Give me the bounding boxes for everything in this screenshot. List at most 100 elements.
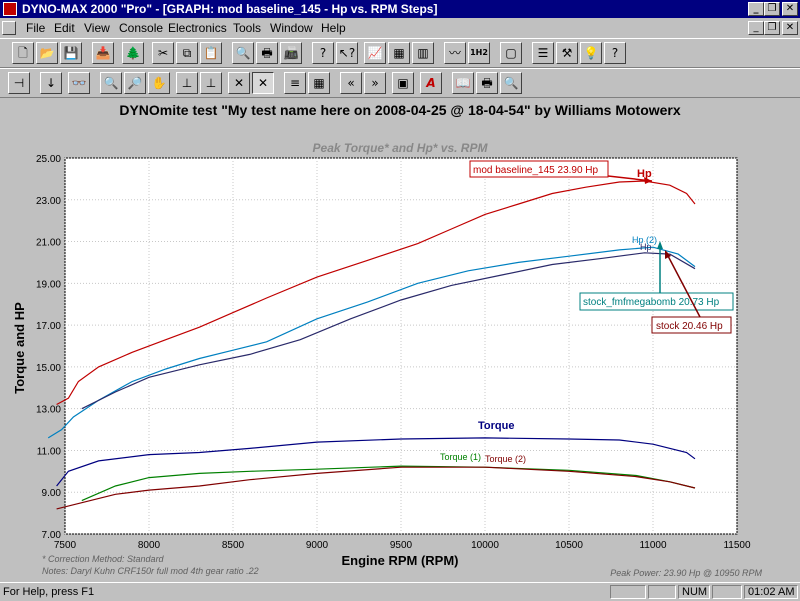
callout-box-mod-baseline[interactable]	[469, 160, 609, 178]
status-panel-2	[648, 585, 676, 599]
import-icon[interactable]: 📥	[92, 42, 114, 64]
menu-file[interactable]: File	[26, 21, 46, 35]
help-question-icon[interactable]: ?	[312, 42, 334, 64]
preview-graph-icon[interactable]: 🔍	[500, 72, 522, 94]
new-file-icon[interactable]: 🗋	[12, 42, 34, 64]
doc-minimize-button[interactable]: _	[748, 21, 764, 35]
x-tick-label: 10000	[471, 540, 499, 551]
open-folder-icon[interactable]: 📂	[36, 42, 58, 64]
print-icon[interactable]: 🖶	[256, 42, 278, 64]
pin-icon[interactable]: ⊣	[8, 72, 30, 94]
table-icon[interactable]: ▦	[388, 42, 410, 64]
window-icon[interactable]: ▣	[392, 72, 414, 94]
window-title-bar[interactable]: DYNO-MAX 2000 "Pro" - [GRAPH: mod baseli…	[0, 0, 800, 18]
tools-hammer-icon[interactable]: ⚒	[556, 42, 578, 64]
callout-stock: stock 20.46 Hp	[656, 321, 723, 332]
footnote-notes: Notes: Daryl Kuhn CRF150r full mod 4th g…	[42, 566, 259, 576]
binoculars-icon[interactable]: 👓	[68, 72, 90, 94]
print-graph-icon[interactable]: 🖶	[476, 72, 498, 94]
status-time: 01:02 AM	[744, 585, 798, 599]
menu-tools[interactable]: Tools	[233, 21, 262, 35]
window-title: DYNO-MAX 2000 "Pro" - [GRAPH: mod baseli…	[22, 2, 438, 16]
crosshair-icon[interactable]: ✕	[228, 72, 250, 94]
document-icon[interactable]	[2, 21, 16, 35]
stamp-icon[interactable]: ⊥	[176, 72, 198, 94]
menu-bar: File Edit View Console Electronics Tools…	[0, 18, 800, 38]
graph-toolbar: ⊣ ↓ 👓 🔍 🔎 ✋ ⊥ ⊥ ✕ ✕ ≡ ▦ «» ▣ A 📖 🖶 🔍	[0, 68, 800, 98]
graph-window: DYNOmite test "My test name here on 2008…	[0, 98, 800, 582]
copy-icon[interactable]: ⧉	[176, 42, 198, 64]
y-tick-label: 7.00	[42, 530, 62, 541]
paste-icon[interactable]: 📋	[200, 42, 222, 64]
series-lines	[47, 180, 696, 510]
hp-stock-curve-label: Hp	[640, 242, 652, 252]
next-icon[interactable]: »	[364, 72, 386, 94]
menu-help[interactable]: Help	[321, 21, 346, 35]
y-tick-label: 17.00	[36, 321, 61, 332]
text-annotation-icon[interactable]: A	[420, 72, 442, 94]
context-help-icon[interactable]: ↖?	[336, 42, 358, 64]
menu-window[interactable]: Window	[270, 21, 313, 35]
series-line-4	[81, 465, 696, 502]
menu-view[interactable]: View	[84, 21, 110, 35]
x-tick-label: 9500	[390, 540, 413, 551]
chart-title: Peak Torque* and Hp* vs. RPM	[313, 141, 489, 155]
crosshair-pressed-icon[interactable]: ✕	[252, 72, 274, 94]
stamp-alt-icon[interactable]: ⊥	[200, 72, 222, 94]
chart-edit-icon[interactable]: 📈	[364, 42, 386, 64]
close-button[interactable]: ✕	[782, 2, 798, 16]
marker-arrow-icon[interactable]: ↓	[40, 72, 62, 94]
restore-button[interactable]: ❐	[764, 2, 780, 16]
y-tick-label: 25.00	[36, 154, 61, 165]
x-tick-label: 9000	[306, 540, 329, 551]
menu-edit[interactable]: Edit	[54, 21, 75, 35]
series-line-0	[56, 180, 696, 406]
minimize-button[interactable]: _	[748, 2, 764, 16]
y-tick-label: 11.00	[37, 446, 62, 457]
x-tick-label: 11500	[723, 540, 751, 551]
hand-pan-icon[interactable]: ✋	[148, 72, 170, 94]
fax-icon[interactable]: 📠	[280, 42, 302, 64]
grid-icon[interactable]: ▥	[412, 42, 434, 64]
cut-icon[interactable]: ✂	[152, 42, 174, 64]
status-bar: For Help, press F1 NUM 01:02 AM	[0, 582, 800, 601]
test-header: DYNOmite test "My test name here on 2008…	[119, 102, 681, 118]
torque2-curve-label: Torque (2)	[485, 454, 526, 464]
zoom-icon[interactable]: 🔍	[100, 72, 122, 94]
zoom-region-icon[interactable]: 🔎	[124, 72, 146, 94]
dyno-chart[interactable]: DYNOmite test "My test name here on 2008…	[0, 98, 800, 582]
table-view-icon[interactable]: ▦	[308, 72, 330, 94]
torque-curve-label: Torque	[478, 420, 514, 432]
plot-area[interactable]	[64, 157, 738, 535]
status-num: NUM	[678, 585, 710, 599]
save-disk-icon[interactable]: 💾	[60, 42, 82, 64]
hp-curve-label: Hp	[637, 168, 652, 180]
y-tick-label: 21.00	[36, 238, 61, 249]
y-tick-labels: 7.00 9.00 11.00 13.00 15.00 17.00 19.00 21.00 23…	[36, 154, 61, 541]
status-panel-4	[712, 585, 742, 599]
book-icon[interactable]: 📖	[452, 72, 474, 94]
tree-icon[interactable]: 🌲	[122, 42, 144, 64]
frame-icon[interactable]: ▢	[500, 42, 522, 64]
footnote-peak-power: Peak Power: 23.90 Hp @ 10950 RPM	[610, 568, 762, 578]
grid-lines	[64, 157, 738, 535]
whats-this-icon[interactable]: ?	[604, 42, 626, 64]
x-tick-labels: 7500 8000 8500 9000 9500 10000 10500 11000 11500	[54, 540, 751, 551]
app-icon[interactable]	[3, 2, 17, 16]
settings-sliders-icon[interactable]: ☰	[532, 42, 554, 64]
lightbulb-icon[interactable]: 💡	[580, 42, 602, 64]
status-panel-1	[610, 585, 646, 599]
series-line-5	[56, 466, 696, 510]
doc-restore-button[interactable]: ❐	[764, 21, 780, 35]
callout-box-stock[interactable]	[651, 316, 732, 334]
menu-console[interactable]: Console	[119, 21, 164, 35]
compare-1h2-icon[interactable]: 1H2	[468, 42, 490, 64]
print-preview-icon[interactable]: 🔍	[232, 42, 254, 64]
doc-close-button[interactable]: ✕	[782, 21, 798, 35]
menu-electronics[interactable]: Electronics	[168, 21, 227, 35]
x-tick-label: 11000	[639, 540, 667, 551]
waveform-icon[interactable]: 〰	[444, 42, 466, 64]
previous-icon[interactable]: «	[340, 72, 362, 94]
series-line-3	[56, 437, 696, 487]
legend-icon[interactable]: ≡	[284, 72, 306, 94]
